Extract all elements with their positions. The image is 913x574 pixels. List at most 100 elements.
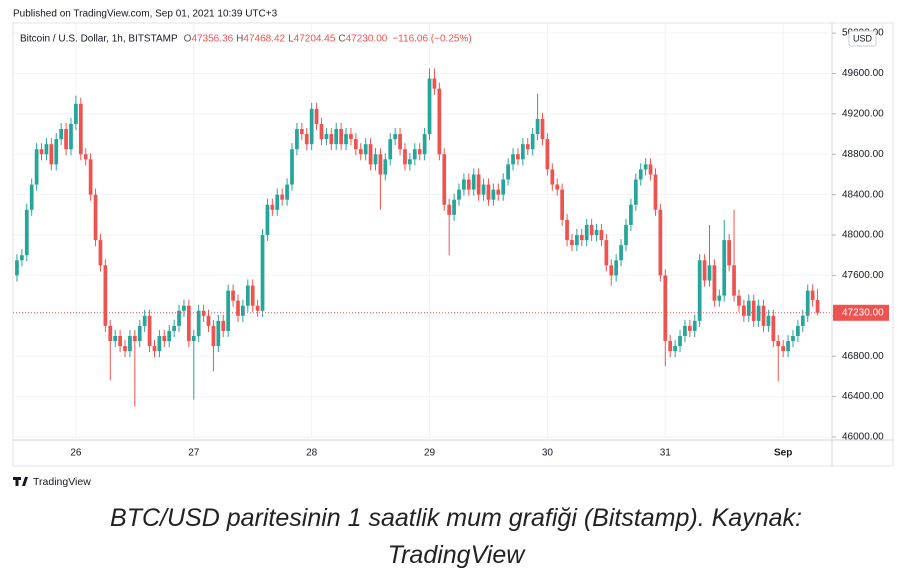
candle-body — [363, 144, 368, 155]
candle-body — [589, 224, 594, 236]
candle-body — [186, 305, 191, 342]
y-tick-label: 46400.00 — [842, 391, 884, 402]
candle-body — [157, 336, 162, 352]
candle-body — [604, 240, 609, 266]
candle-body — [565, 219, 569, 241]
candle-body — [211, 325, 216, 347]
ohlc-value: 47230.00 — [346, 34, 388, 45]
candle-body — [525, 144, 530, 150]
candle-body — [707, 265, 712, 281]
candle-body — [59, 129, 64, 140]
candle-body — [815, 300, 820, 313]
candle-body — [742, 305, 746, 316]
candle-body — [550, 169, 555, 185]
candle-body — [746, 300, 751, 316]
candle-body — [579, 235, 584, 241]
candle-body — [805, 290, 810, 316]
candle-body — [491, 189, 496, 200]
candle-body — [260, 235, 265, 311]
candle-body — [800, 315, 805, 326]
candle-body — [496, 189, 501, 195]
x-tick-label: 29 — [424, 448, 436, 459]
candle-body — [673, 346, 677, 352]
ohlc-key: C — [338, 34, 345, 45]
candle-body — [619, 245, 623, 261]
ohlc-value: 47204.45 — [294, 34, 336, 45]
currency-badge — [848, 30, 877, 47]
candle-body — [137, 325, 142, 342]
candle-body — [624, 224, 628, 246]
candle-body — [299, 129, 304, 135]
y-tick-label: 46800.00 — [842, 351, 884, 362]
candle-body — [20, 255, 24, 261]
candle-body — [717, 295, 722, 301]
candle-body — [275, 194, 280, 210]
candle-body — [501, 179, 506, 195]
candle-body — [687, 325, 692, 331]
candle-body — [206, 315, 211, 326]
candle-body — [196, 310, 201, 337]
candle-body — [648, 164, 653, 175]
candle-body — [530, 134, 535, 150]
candle-body — [599, 229, 604, 241]
brand: TradingView — [33, 476, 91, 488]
candle-body — [270, 204, 275, 210]
candle-body — [344, 134, 348, 145]
candle-body — [614, 260, 619, 276]
caption: BTC/USD paritesinin 1 saatlik mum grafiğ… — [110, 504, 802, 569]
candle-body — [216, 320, 221, 347]
candle-body — [88, 159, 93, 195]
x-tick-label: 26 — [70, 448, 82, 459]
ohlc-value: 47356.36 — [191, 34, 233, 45]
candle-body — [437, 88, 442, 155]
candle-body — [358, 149, 363, 155]
candle-body — [555, 184, 560, 190]
candle-body — [24, 209, 29, 256]
candle-body — [683, 325, 687, 337]
candle-body — [353, 139, 358, 150]
candle-body — [403, 149, 407, 165]
candle-body — [638, 169, 643, 180]
x-tick-label: Sep — [774, 448, 792, 459]
candle-body — [584, 224, 589, 241]
last-price-tag — [833, 304, 889, 321]
y-tick-label: 46000.00 — [842, 432, 884, 443]
candle-body — [393, 134, 398, 140]
candle-body — [594, 229, 599, 236]
candle-body — [486, 184, 491, 200]
ohlc-key: H — [236, 34, 243, 45]
candle-body — [751, 300, 756, 321]
candle-body — [167, 330, 172, 342]
candle-body — [702, 260, 707, 281]
candle-body — [545, 139, 550, 170]
candle-body — [658, 209, 663, 276]
candle-body — [633, 179, 638, 205]
candle-body — [132, 336, 137, 342]
candle-body — [432, 78, 437, 89]
candle-body — [781, 346, 786, 352]
candle-body — [118, 336, 122, 347]
candle-body — [339, 129, 343, 145]
candle-body — [147, 315, 152, 347]
candle-body — [427, 78, 432, 135]
ohlc-key: L — [288, 34, 294, 45]
candle-body — [408, 159, 412, 165]
candle-body — [732, 265, 736, 296]
candle-body — [766, 315, 771, 326]
y-tick-label: 48400.00 — [842, 189, 884, 200]
candle-body — [285, 184, 289, 200]
candle-body — [49, 144, 54, 165]
candle-body — [457, 189, 461, 200]
ohlc-key: O — [184, 34, 192, 45]
candle-body — [476, 174, 481, 195]
candle-body — [324, 134, 329, 140]
candle-body — [417, 149, 422, 155]
candle-body — [245, 285, 250, 306]
candle-body — [54, 139, 59, 165]
candle-body — [398, 134, 402, 150]
symbol: Bitcoin / U.S. Dollar, 1h, BITSTAMP — [20, 34, 178, 45]
candle-body — [776, 341, 781, 347]
candle-body — [226, 290, 231, 331]
candle-body — [309, 108, 314, 145]
candle-body — [74, 103, 78, 124]
